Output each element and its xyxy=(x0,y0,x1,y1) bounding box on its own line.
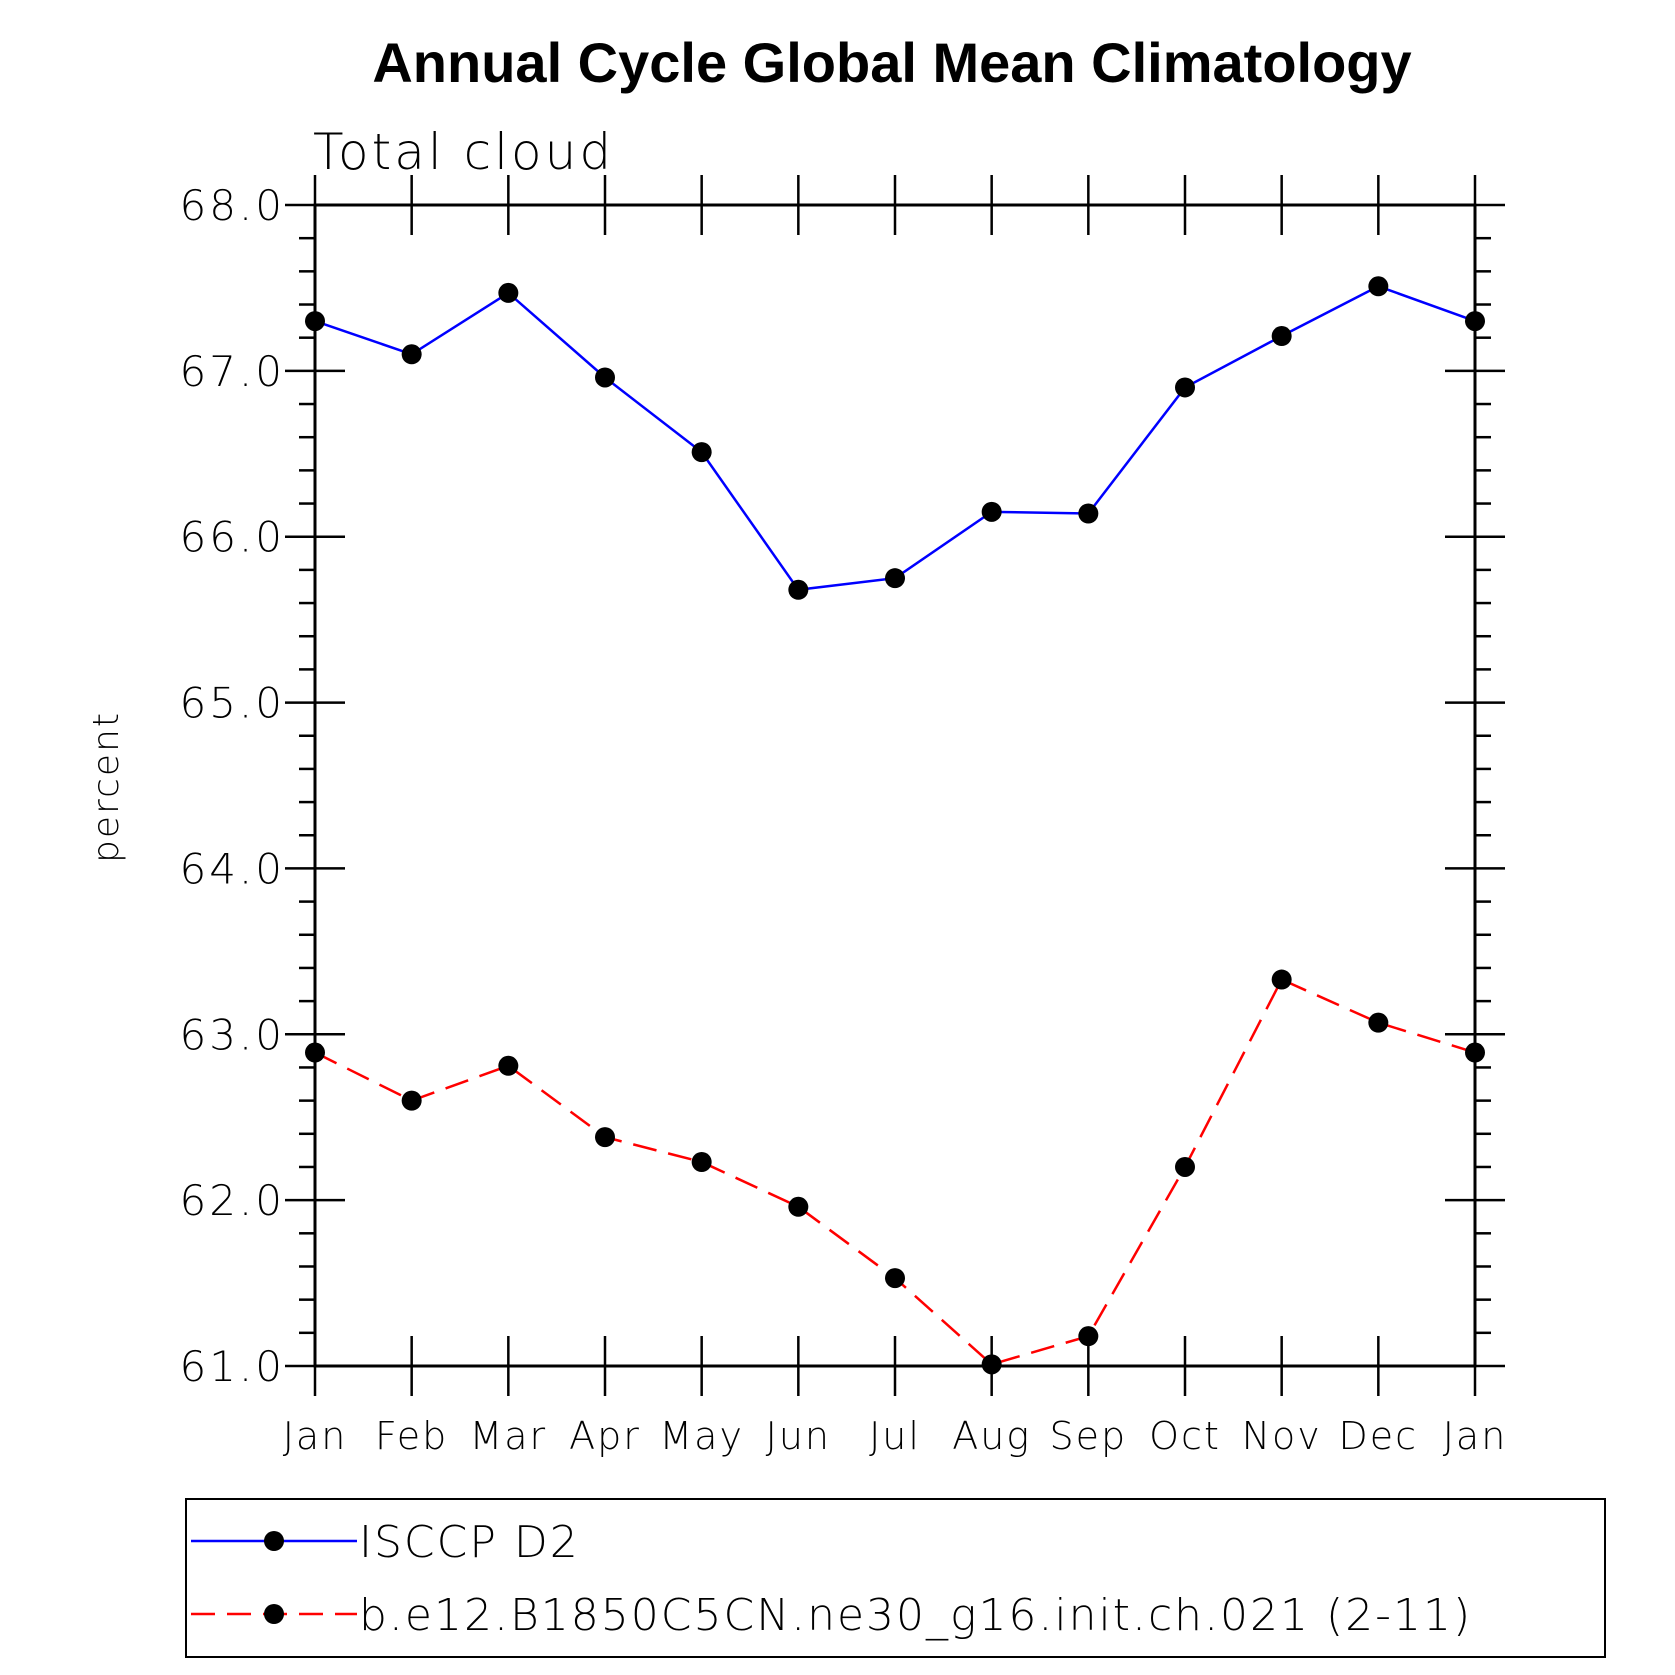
data-point xyxy=(1368,276,1389,297)
axis-ticks xyxy=(285,175,1505,1396)
data-point xyxy=(981,501,1002,522)
legend-label: ISCCP D2 xyxy=(359,1517,580,1568)
data-point xyxy=(885,1268,905,1289)
y-tick-label: 68.0 xyxy=(179,181,285,230)
y-tick-label: 63.0 xyxy=(179,1010,285,1059)
data-point xyxy=(1465,1042,1485,1063)
series-layer xyxy=(305,276,1485,1375)
data-point xyxy=(401,344,422,365)
data-point xyxy=(498,282,519,303)
x-tick-label: May xyxy=(659,1414,744,1458)
data-point xyxy=(595,1127,615,1148)
x-tick-labels: Jan Feb Mar Apr May Jun Jul Aug Sep Oct Nov Dec Jan xyxy=(283,1414,1508,1458)
data-point xyxy=(788,1196,809,1217)
data-point xyxy=(691,442,712,463)
data-point xyxy=(1175,377,1195,398)
x-tick-label: Nov xyxy=(1242,1414,1322,1458)
data-point xyxy=(1078,1326,1099,1347)
x-tick-label: Apr xyxy=(569,1414,641,1458)
data-point xyxy=(788,579,809,600)
legend-swatch-marker xyxy=(264,1531,284,1551)
data-point xyxy=(1271,326,1292,347)
data-point xyxy=(1175,1156,1195,1177)
y-tick-label: 62.0 xyxy=(179,1176,285,1225)
x-tick-label: Oct xyxy=(1149,1414,1221,1458)
data-point xyxy=(1271,969,1292,990)
data-point xyxy=(1465,311,1485,332)
data-point xyxy=(305,1042,325,1063)
y-tick-label: 61.0 xyxy=(179,1342,285,1391)
data-point xyxy=(498,1055,519,1076)
x-tick-label: Jun xyxy=(766,1414,831,1458)
y-tick-label: 65.0 xyxy=(179,679,285,728)
x-tick-label: Sep xyxy=(1050,1414,1128,1458)
y-tick-label: 67.0 xyxy=(179,347,285,396)
chart-title: Annual Cycle Global Mean Climatology xyxy=(372,31,1411,94)
x-tick-label: Dec xyxy=(1339,1414,1419,1458)
data-point xyxy=(305,311,325,332)
data-point xyxy=(401,1090,422,1111)
legend-items: ISCCP D2 b.e12.B1850C5CN.ne30_g16.init.ch… xyxy=(191,1517,1472,1641)
legend: ISCCP D2 b.e12.B1850C5CN.ne30_g16.init.ch… xyxy=(185,1498,1606,1658)
data-point xyxy=(1078,503,1099,524)
x-tick-label: Jan xyxy=(283,1414,348,1458)
y-tick-labels: 61.0 62.0 63.0 64.0 65.0 66.0 67.0 68.0 xyxy=(179,181,285,1391)
data-point xyxy=(885,568,905,589)
series-line xyxy=(314,284,1476,592)
y-tick-label: 64.0 xyxy=(179,844,285,893)
data-point xyxy=(691,1151,712,1172)
x-tick-label: Aug xyxy=(952,1414,1031,1458)
chart-subtitle: Total cloud xyxy=(313,123,614,181)
data-point xyxy=(981,1354,1002,1375)
legend-swatch-marker xyxy=(264,1604,284,1624)
y-axis-label: percent xyxy=(86,711,127,863)
data-point xyxy=(595,367,615,388)
y-tick-label: 66.0 xyxy=(179,513,285,562)
plot-frame xyxy=(313,203,1477,1368)
legend-box xyxy=(185,1498,1606,1658)
x-tick-label: Jul xyxy=(869,1414,921,1458)
data-point xyxy=(1368,1012,1389,1033)
legend-label: b.e12.B1850C5CN.ne30_g16.init.ch.021 (2-… xyxy=(359,1590,1472,1641)
x-tick-label: Feb xyxy=(375,1414,448,1458)
series-line xyxy=(314,977,1476,1366)
x-tick-label: Mar xyxy=(469,1414,547,1458)
x-tick-label: Jan xyxy=(1443,1414,1508,1458)
